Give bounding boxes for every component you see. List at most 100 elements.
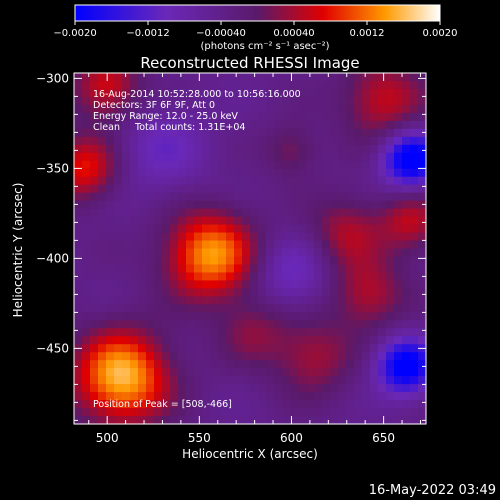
heatmap-cell: [362, 168, 371, 178]
heatmap-cell: [154, 216, 163, 226]
heatmap-cell: [410, 256, 419, 266]
heatmap-cell: [362, 104, 371, 114]
heatmap-cell: [170, 416, 179, 425]
heatmap-cell: [322, 400, 331, 409]
heatmap-cell: [258, 352, 267, 361]
heatmap-cell: [314, 144, 323, 154]
heatmap-cell: [314, 288, 323, 297]
heatmap-cell: [338, 336, 347, 345]
heatmap-cell: [106, 176, 115, 186]
heatmap-cell: [146, 344, 155, 353]
heatmap-cell: [178, 104, 187, 114]
heatmap-cell: [218, 384, 227, 393]
heatmap-cell: [410, 128, 419, 138]
heatmap-cell: [314, 312, 323, 321]
heatmap-cell: [338, 96, 347, 106]
heatmap-cell: [250, 240, 259, 250]
heatmap-cell: [210, 232, 219, 242]
heatmap-cell: [74, 312, 83, 321]
heatmap-cell: [210, 336, 219, 345]
heatmap-cell: [314, 136, 323, 146]
heatmap-cell: [346, 400, 355, 409]
heatmap-cell: [274, 168, 283, 178]
heatmap-cell: [154, 208, 163, 218]
heatmap-cell: [106, 360, 115, 369]
heatmap-cell: [282, 296, 291, 305]
heatmap-cell: [146, 336, 155, 345]
heatmap-cell: [226, 264, 235, 274]
heatmap-cell: [234, 184, 243, 194]
heatmap-cell: [354, 112, 363, 122]
heatmap-cell: [202, 392, 211, 401]
heatmap-cell: [290, 352, 299, 361]
heatmap-cell: [274, 328, 283, 337]
heatmap-cell: [394, 73, 403, 82]
heatmap-cell: [234, 360, 243, 369]
heatmap-cell: [202, 96, 211, 106]
heatmap-cell: [274, 224, 283, 234]
heatmap-cell: [210, 96, 219, 106]
heatmap-cell: [378, 344, 387, 353]
heatmap-cell: [138, 312, 147, 321]
heatmap-cell: [178, 224, 187, 234]
heatmap-cell: [306, 224, 315, 234]
x-tick-label: 550: [188, 431, 211, 445]
heatmap-cell: [114, 376, 123, 385]
heatmap-cell: [314, 168, 323, 178]
heatmap-cell: [402, 352, 411, 361]
heatmap-cell: [290, 296, 299, 305]
heatmap-cell: [298, 96, 307, 106]
heatmap-cell: [402, 304, 411, 313]
heatmap-cell: [74, 240, 83, 250]
heatmap-cell: [418, 408, 427, 417]
heatmap-cell: [386, 160, 395, 170]
heatmap-cell: [146, 256, 155, 266]
heatmap-cell: [202, 400, 211, 409]
heatmap-cell: [90, 96, 99, 106]
heatmap-cell: [282, 96, 291, 106]
heatmap-cell: [306, 248, 315, 258]
heatmap-cell: [394, 120, 403, 130]
heatmap-cell: [170, 80, 179, 90]
heatmap-cell: [146, 248, 155, 258]
heatmap-cell: [98, 144, 107, 154]
heatmap-cell: [74, 160, 83, 170]
heatmap-cell: [218, 272, 227, 282]
heatmap-cell: [210, 208, 219, 218]
heatmap-cell: [178, 208, 187, 218]
heatmap-cell: [250, 73, 259, 82]
heatmap-cell: [258, 280, 267, 289]
heatmap-cell: [106, 112, 115, 122]
heatmap-cell: [154, 128, 163, 138]
heatmap-cell: [330, 128, 339, 138]
heatmap-cell: [130, 400, 139, 409]
heatmap-cell: [282, 416, 291, 425]
heatmap-cell: [370, 112, 379, 122]
heatmap-cell: [186, 320, 195, 329]
heatmap-cell: [338, 392, 347, 401]
heatmap-cell: [162, 296, 171, 305]
heatmap-cell: [354, 200, 363, 210]
heatmap-cell: [314, 160, 323, 170]
heatmap-cell: [322, 328, 331, 337]
heatmap-cell: [250, 344, 259, 353]
heatmap-cell: [338, 128, 347, 138]
heatmap-cell: [298, 144, 307, 154]
heatmap-cell: [114, 88, 123, 98]
heatmap-cell: [202, 152, 211, 162]
heatmap-cell: [138, 344, 147, 353]
heatmap-cell: [226, 400, 235, 409]
heatmap-cell: [178, 136, 187, 146]
heatmap-cell: [186, 392, 195, 401]
heatmap-cell: [202, 328, 211, 337]
heatmap-cell: [114, 392, 123, 401]
heatmap-cell: [274, 176, 283, 186]
heatmap-cell: [394, 88, 403, 98]
heatmap-cell: [186, 264, 195, 274]
heatmap-cell: [162, 168, 171, 178]
heatmap-cell: [82, 144, 91, 154]
heatmap-cell: [82, 360, 91, 369]
heatmap-cell: [122, 336, 131, 345]
heatmap-cell: [146, 296, 155, 305]
heatmap-cell: [362, 400, 371, 409]
